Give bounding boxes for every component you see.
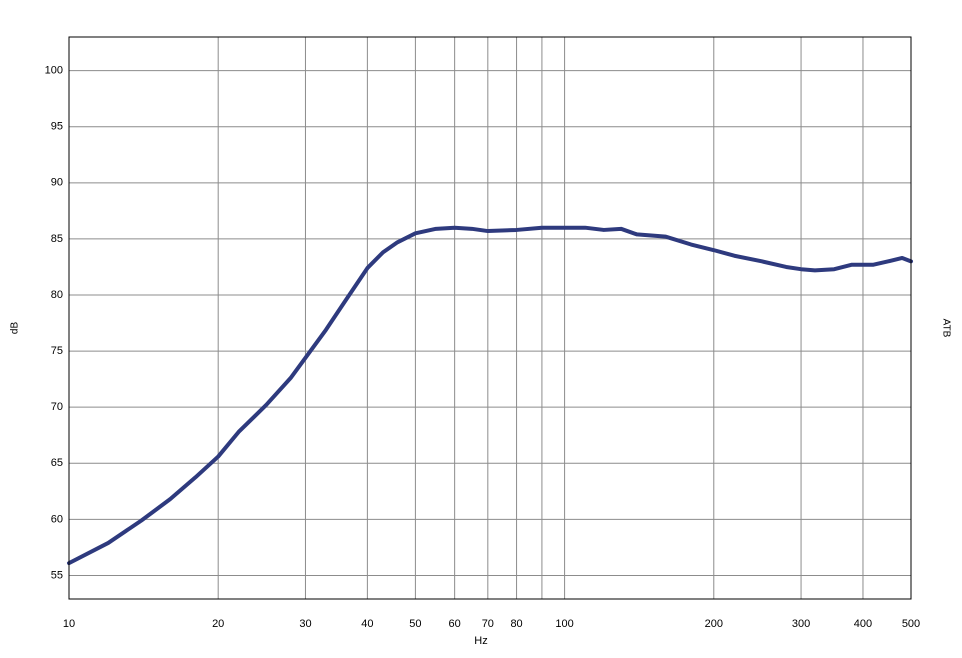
y-tick-label: 95 [51,121,63,133]
y-tick-label: 65 [51,457,63,469]
marks [67,225,913,566]
plot-border [68,36,912,600]
x-tick-label: 80 [510,618,522,630]
x-tick-label: 30 [299,618,311,630]
x-tick-label: 70 [482,618,494,630]
x-tick-label: 50 [409,618,421,630]
x-tick-label: 500 [902,618,920,630]
x-tick-label: 400 [854,618,872,630]
x-tick-label: 40 [361,618,373,630]
x-tick-label: 60 [449,618,461,630]
y-tick-label: 60 [51,513,63,525]
y-tick-label: 90 [51,177,63,189]
y2-axis-label: ATB [940,319,951,338]
x-tick-label: 300 [792,618,810,630]
y-axis-label: dB [10,322,21,335]
x-tick-label: 20 [212,618,224,630]
x-tick-label: 200 [705,618,723,630]
y-tick-label: 70 [51,401,63,413]
x-tick-label: 100 [555,618,573,630]
plot-area [69,37,911,599]
y-tick-label: 75 [51,345,63,357]
data-line [67,225,913,566]
x-tick-label: 10 [63,618,75,630]
y-tick-label: 80 [51,289,63,301]
y-tick-label: 100 [45,65,63,77]
x-axis-label: Hz [474,635,487,647]
y-tick-label: 55 [51,569,63,581]
y-tick-label: 85 [51,233,63,245]
